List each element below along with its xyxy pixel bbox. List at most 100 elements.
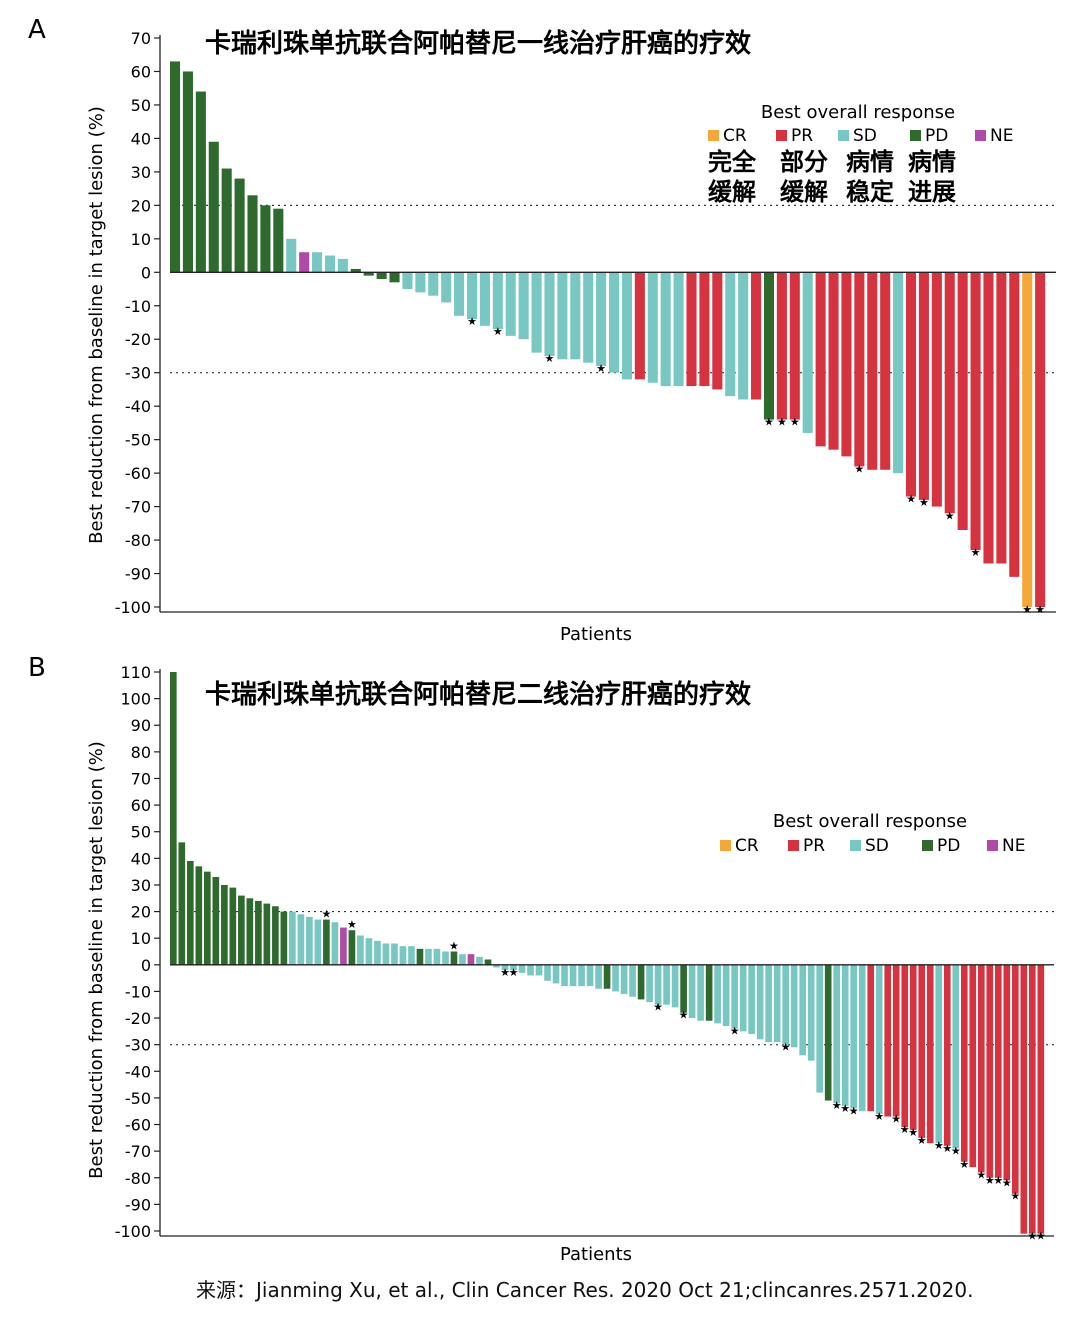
bar xyxy=(596,272,607,367)
y-tick-label: 80 xyxy=(131,743,151,762)
legend-translation: 部分 xyxy=(780,148,828,176)
bar xyxy=(221,884,228,965)
legend-label: PD xyxy=(937,836,960,856)
bar xyxy=(629,964,636,997)
bar xyxy=(408,946,415,965)
bar xyxy=(187,861,194,965)
bar xyxy=(789,272,800,420)
bar xyxy=(884,964,892,1117)
star-marker: ★ xyxy=(942,1142,952,1155)
y-tick-label: 110 xyxy=(120,663,151,682)
bar xyxy=(234,178,245,273)
bar xyxy=(850,964,858,1109)
bar xyxy=(466,272,478,320)
y-tick-label: -50 xyxy=(125,431,151,450)
star-marker: ★ xyxy=(347,918,357,931)
bar xyxy=(212,876,220,965)
bar xyxy=(272,906,279,965)
bar xyxy=(712,272,723,390)
bar xyxy=(493,964,500,968)
star-marker: ★ xyxy=(840,1102,850,1115)
star-marker: ★ xyxy=(854,462,864,475)
bar xyxy=(260,205,271,273)
bar xyxy=(828,272,839,450)
bar xyxy=(646,964,653,1003)
bar xyxy=(510,964,517,971)
y-tick-label: 40 xyxy=(131,849,151,868)
legend-label: PR xyxy=(791,126,813,146)
bar xyxy=(391,943,398,965)
bar xyxy=(416,948,424,965)
bar xyxy=(699,272,710,387)
bar xyxy=(751,272,762,400)
y-tick-label: -100 xyxy=(115,1222,151,1241)
bar xyxy=(996,272,1007,564)
y-tick-label: -20 xyxy=(125,330,151,349)
bar xyxy=(170,672,177,965)
bar xyxy=(182,71,193,273)
legend-swatch xyxy=(776,130,787,141)
bar xyxy=(501,964,509,971)
star-marker: ★ xyxy=(790,416,800,429)
bar xyxy=(609,272,620,373)
star-marker: ★ xyxy=(959,1158,969,1171)
star-marker: ★ xyxy=(467,315,477,328)
legend-title: Best overall response xyxy=(773,811,967,832)
star-marker: ★ xyxy=(874,1110,884,1123)
bar xyxy=(178,842,186,965)
bar xyxy=(229,887,237,965)
star-marker: ★ xyxy=(777,416,787,429)
bar xyxy=(654,964,662,1005)
bar xyxy=(802,272,813,433)
legend-label: CR xyxy=(723,126,747,146)
bar xyxy=(323,919,330,965)
bar xyxy=(1003,964,1011,1181)
y-tick-label: -40 xyxy=(125,1062,151,1081)
y-tick-label: 50 xyxy=(131,96,151,115)
bar xyxy=(739,964,747,1032)
bar xyxy=(943,964,951,1146)
source-citation: 来源：Jianming Xu, et al., Clin Cancer Res.… xyxy=(196,1278,974,1302)
bar xyxy=(583,272,594,363)
y-tick-label: -30 xyxy=(125,364,151,383)
bar xyxy=(901,964,909,1128)
bar xyxy=(673,272,684,387)
bar xyxy=(841,964,849,1106)
bar xyxy=(570,272,581,360)
bar xyxy=(935,964,943,1144)
bar xyxy=(926,964,934,1144)
star-marker: ★ xyxy=(449,940,459,953)
star-marker: ★ xyxy=(919,496,929,509)
y-tick-label: 100 xyxy=(120,690,151,709)
bar xyxy=(208,141,219,273)
y-tick-label: -100 xyxy=(115,598,151,617)
panel-letter: B xyxy=(28,653,46,683)
bar xyxy=(620,964,628,995)
bar xyxy=(824,964,832,1101)
bar xyxy=(867,964,875,1112)
bar xyxy=(833,964,841,1104)
bar xyxy=(663,964,670,1005)
bar xyxy=(442,951,449,965)
bar xyxy=(586,964,594,987)
y-tick-label: 90 xyxy=(131,716,151,735)
legend-swatch xyxy=(838,130,849,141)
bar xyxy=(1028,964,1036,1234)
plot-area: 1101009080706050403020100-10-20-30-40-50… xyxy=(115,663,1054,1243)
legend-label: NE xyxy=(1002,836,1025,856)
bar xyxy=(535,964,543,976)
y-axis-label: Best reduction from baseline in target l… xyxy=(86,106,107,544)
bar xyxy=(931,272,942,507)
bar xyxy=(680,964,687,1013)
bar xyxy=(977,964,985,1173)
star-marker: ★ xyxy=(1022,603,1032,616)
bar xyxy=(816,964,823,1093)
bar xyxy=(450,951,458,965)
bar xyxy=(399,946,407,965)
bar xyxy=(286,238,297,273)
legend-swatch xyxy=(850,840,861,851)
legend-translation: 稳定 xyxy=(846,178,894,206)
bar xyxy=(688,964,696,1019)
bar xyxy=(479,272,490,326)
y-tick-label: -10 xyxy=(125,297,151,316)
